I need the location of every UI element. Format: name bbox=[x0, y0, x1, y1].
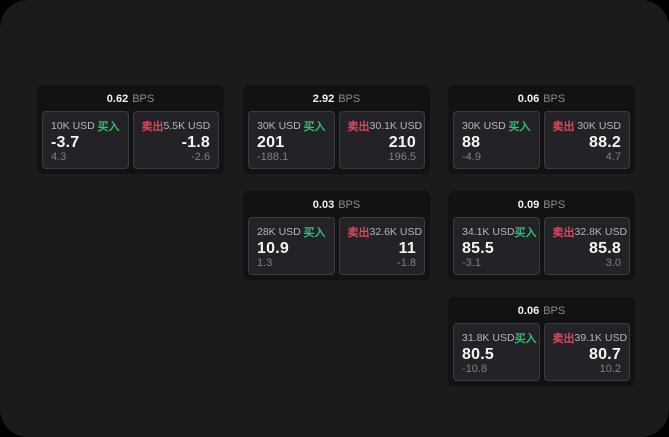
sell-side-label: 卖出 bbox=[552, 227, 575, 239]
bps-unit-label: BPS bbox=[338, 199, 361, 211]
sell-amount: 5.5K USD bbox=[163, 120, 211, 132]
sell-price: 210 bbox=[388, 134, 416, 151]
bps-header: 0.03 BPS bbox=[243, 191, 430, 217]
sell-price: 85.8 bbox=[589, 240, 621, 257]
bps-value: 2.92 bbox=[312, 93, 335, 105]
buy-sub-value: 1.3 bbox=[257, 257, 273, 269]
sell-quote-panel[interactable]: 卖出 32.8K USD 85.8 3.0 bbox=[543, 217, 630, 275]
buy-quote-panel[interactable]: 31.8K USD 买入 80.5 -10.8 bbox=[453, 323, 540, 381]
sell-sub-value: -2.6 bbox=[191, 151, 210, 163]
buy-quote-panel[interactable]: 34.1K USD 买入 85.5 -3.1 bbox=[453, 217, 540, 275]
bps-header: 0.62 BPS bbox=[37, 85, 224, 111]
bps-value: 0.06 bbox=[517, 93, 540, 105]
bps-unit-label: BPS bbox=[543, 199, 566, 211]
sell-side-label: 卖出 bbox=[552, 333, 575, 345]
sell-quote-panel[interactable]: 卖出 39.1K USD 80.7 10.2 bbox=[543, 323, 630, 381]
buy-sub-value: -10.8 bbox=[462, 363, 488, 375]
sell-side-label: 卖出 bbox=[347, 227, 370, 239]
sell-side-label: 卖出 bbox=[141, 121, 164, 133]
quote-card-2: 2.92 BPS 30K USD 买入 201 -188.1 卖出 30.1K … bbox=[243, 85, 430, 174]
buy-amount: 28K USD bbox=[257, 226, 301, 238]
quote-card-1: 0.62 BPS 10K USD 买入 -3.7 4.3 卖出 5.5K USD… bbox=[37, 85, 224, 174]
sell-amount: 30.1K USD bbox=[369, 120, 423, 132]
sell-sub-value: 4.7 bbox=[605, 151, 621, 163]
buy-price: 88 bbox=[462, 134, 481, 151]
quote-card-6: 0.06 BPS 31.8K USD 买入 80.5 -10.8 卖出 39.1… bbox=[448, 297, 635, 386]
buy-quote-panel[interactable]: 30K USD 买入 88 -4.9 bbox=[453, 111, 540, 169]
buy-price: 80.5 bbox=[462, 346, 494, 363]
buy-quote-panel[interactable]: 28K USD 买入 10.9 1.3 bbox=[248, 217, 335, 275]
bps-unit-label: BPS bbox=[543, 305, 566, 317]
buy-sub-value: 4.3 bbox=[51, 151, 67, 163]
buy-side-label: 买入 bbox=[303, 121, 326, 133]
sell-side-label: 卖出 bbox=[552, 121, 575, 133]
sell-quote-panel[interactable]: 卖出 30K USD 88.2 4.7 bbox=[543, 111, 630, 169]
buy-amount: 31.8K USD bbox=[462, 332, 515, 344]
sell-amount: 32.8K USD bbox=[574, 226, 628, 238]
bps-value: 0.62 bbox=[106, 93, 129, 105]
sell-sub-value: -1.8 bbox=[397, 257, 416, 269]
buy-amount: 34.1K USD bbox=[462, 226, 515, 238]
buy-price: -3.7 bbox=[51, 134, 80, 151]
quote-card-3: 0.06 BPS 30K USD 买入 88 -4.9 卖出 30K USD 8… bbox=[448, 85, 635, 174]
sell-price: 80.7 bbox=[589, 346, 621, 363]
buy-amount: 30K USD bbox=[257, 120, 301, 132]
buy-side-label: 买入 bbox=[514, 227, 537, 239]
sell-price: -1.8 bbox=[181, 134, 210, 151]
quote-card-4: 0.03 BPS 28K USD 买入 10.9 1.3 卖出 32.6K US… bbox=[243, 191, 430, 280]
buy-quote-panel[interactable]: 30K USD 买入 201 -188.1 bbox=[248, 111, 335, 169]
buy-side-label: 买入 bbox=[97, 121, 120, 133]
bps-header: 0.06 BPS bbox=[448, 85, 635, 111]
buy-price: 10.9 bbox=[257, 240, 289, 257]
buy-amount: 10K USD bbox=[51, 120, 95, 132]
bps-unit-label: BPS bbox=[338, 93, 361, 105]
buy-sub-value: -188.1 bbox=[257, 151, 289, 163]
quote-card-5: 0.09 BPS 34.1K USD 买入 85.5 -3.1 卖出 32.8K… bbox=[448, 191, 635, 280]
sell-price: 88.2 bbox=[589, 134, 621, 151]
bps-header: 0.06 BPS bbox=[448, 297, 635, 323]
sell-quote-panel[interactable]: 卖出 5.5K USD -1.8 -2.6 bbox=[132, 111, 219, 169]
sell-quote-panel[interactable]: 卖出 32.6K USD 11 -1.8 bbox=[338, 217, 425, 275]
buy-price: 201 bbox=[257, 134, 285, 151]
sell-sub-value: 3.0 bbox=[605, 257, 621, 269]
sell-sub-value: 196.5 bbox=[388, 151, 416, 163]
buy-amount: 30K USD bbox=[462, 120, 506, 132]
sell-quote-panel[interactable]: 卖出 30.1K USD 210 196.5 bbox=[338, 111, 425, 169]
buy-sub-value: -3.1 bbox=[462, 257, 481, 269]
sell-sub-value: 10.2 bbox=[599, 363, 621, 375]
sell-price: 11 bbox=[398, 240, 416, 257]
sell-amount: 39.1K USD bbox=[574, 332, 628, 344]
sell-amount: 30K USD bbox=[577, 120, 621, 132]
buy-side-label: 买入 bbox=[508, 121, 531, 133]
buy-side-label: 买入 bbox=[303, 227, 326, 239]
bps-unit-label: BPS bbox=[543, 93, 566, 105]
sell-amount: 32.6K USD bbox=[369, 226, 423, 238]
bps-header: 2.92 BPS bbox=[243, 85, 430, 111]
bps-value: 0.09 bbox=[517, 199, 540, 211]
buy-price: 85.5 bbox=[462, 240, 494, 257]
bps-unit-label: BPS bbox=[132, 93, 155, 105]
buy-sub-value: -4.9 bbox=[462, 151, 481, 163]
bps-value: 0.03 bbox=[312, 199, 335, 211]
bps-header: 0.09 BPS bbox=[448, 191, 635, 217]
buy-quote-panel[interactable]: 10K USD 买入 -3.7 4.3 bbox=[42, 111, 129, 169]
sell-side-label: 卖出 bbox=[347, 121, 370, 133]
buy-side-label: 买入 bbox=[514, 333, 537, 345]
bps-value: 0.06 bbox=[517, 305, 540, 317]
